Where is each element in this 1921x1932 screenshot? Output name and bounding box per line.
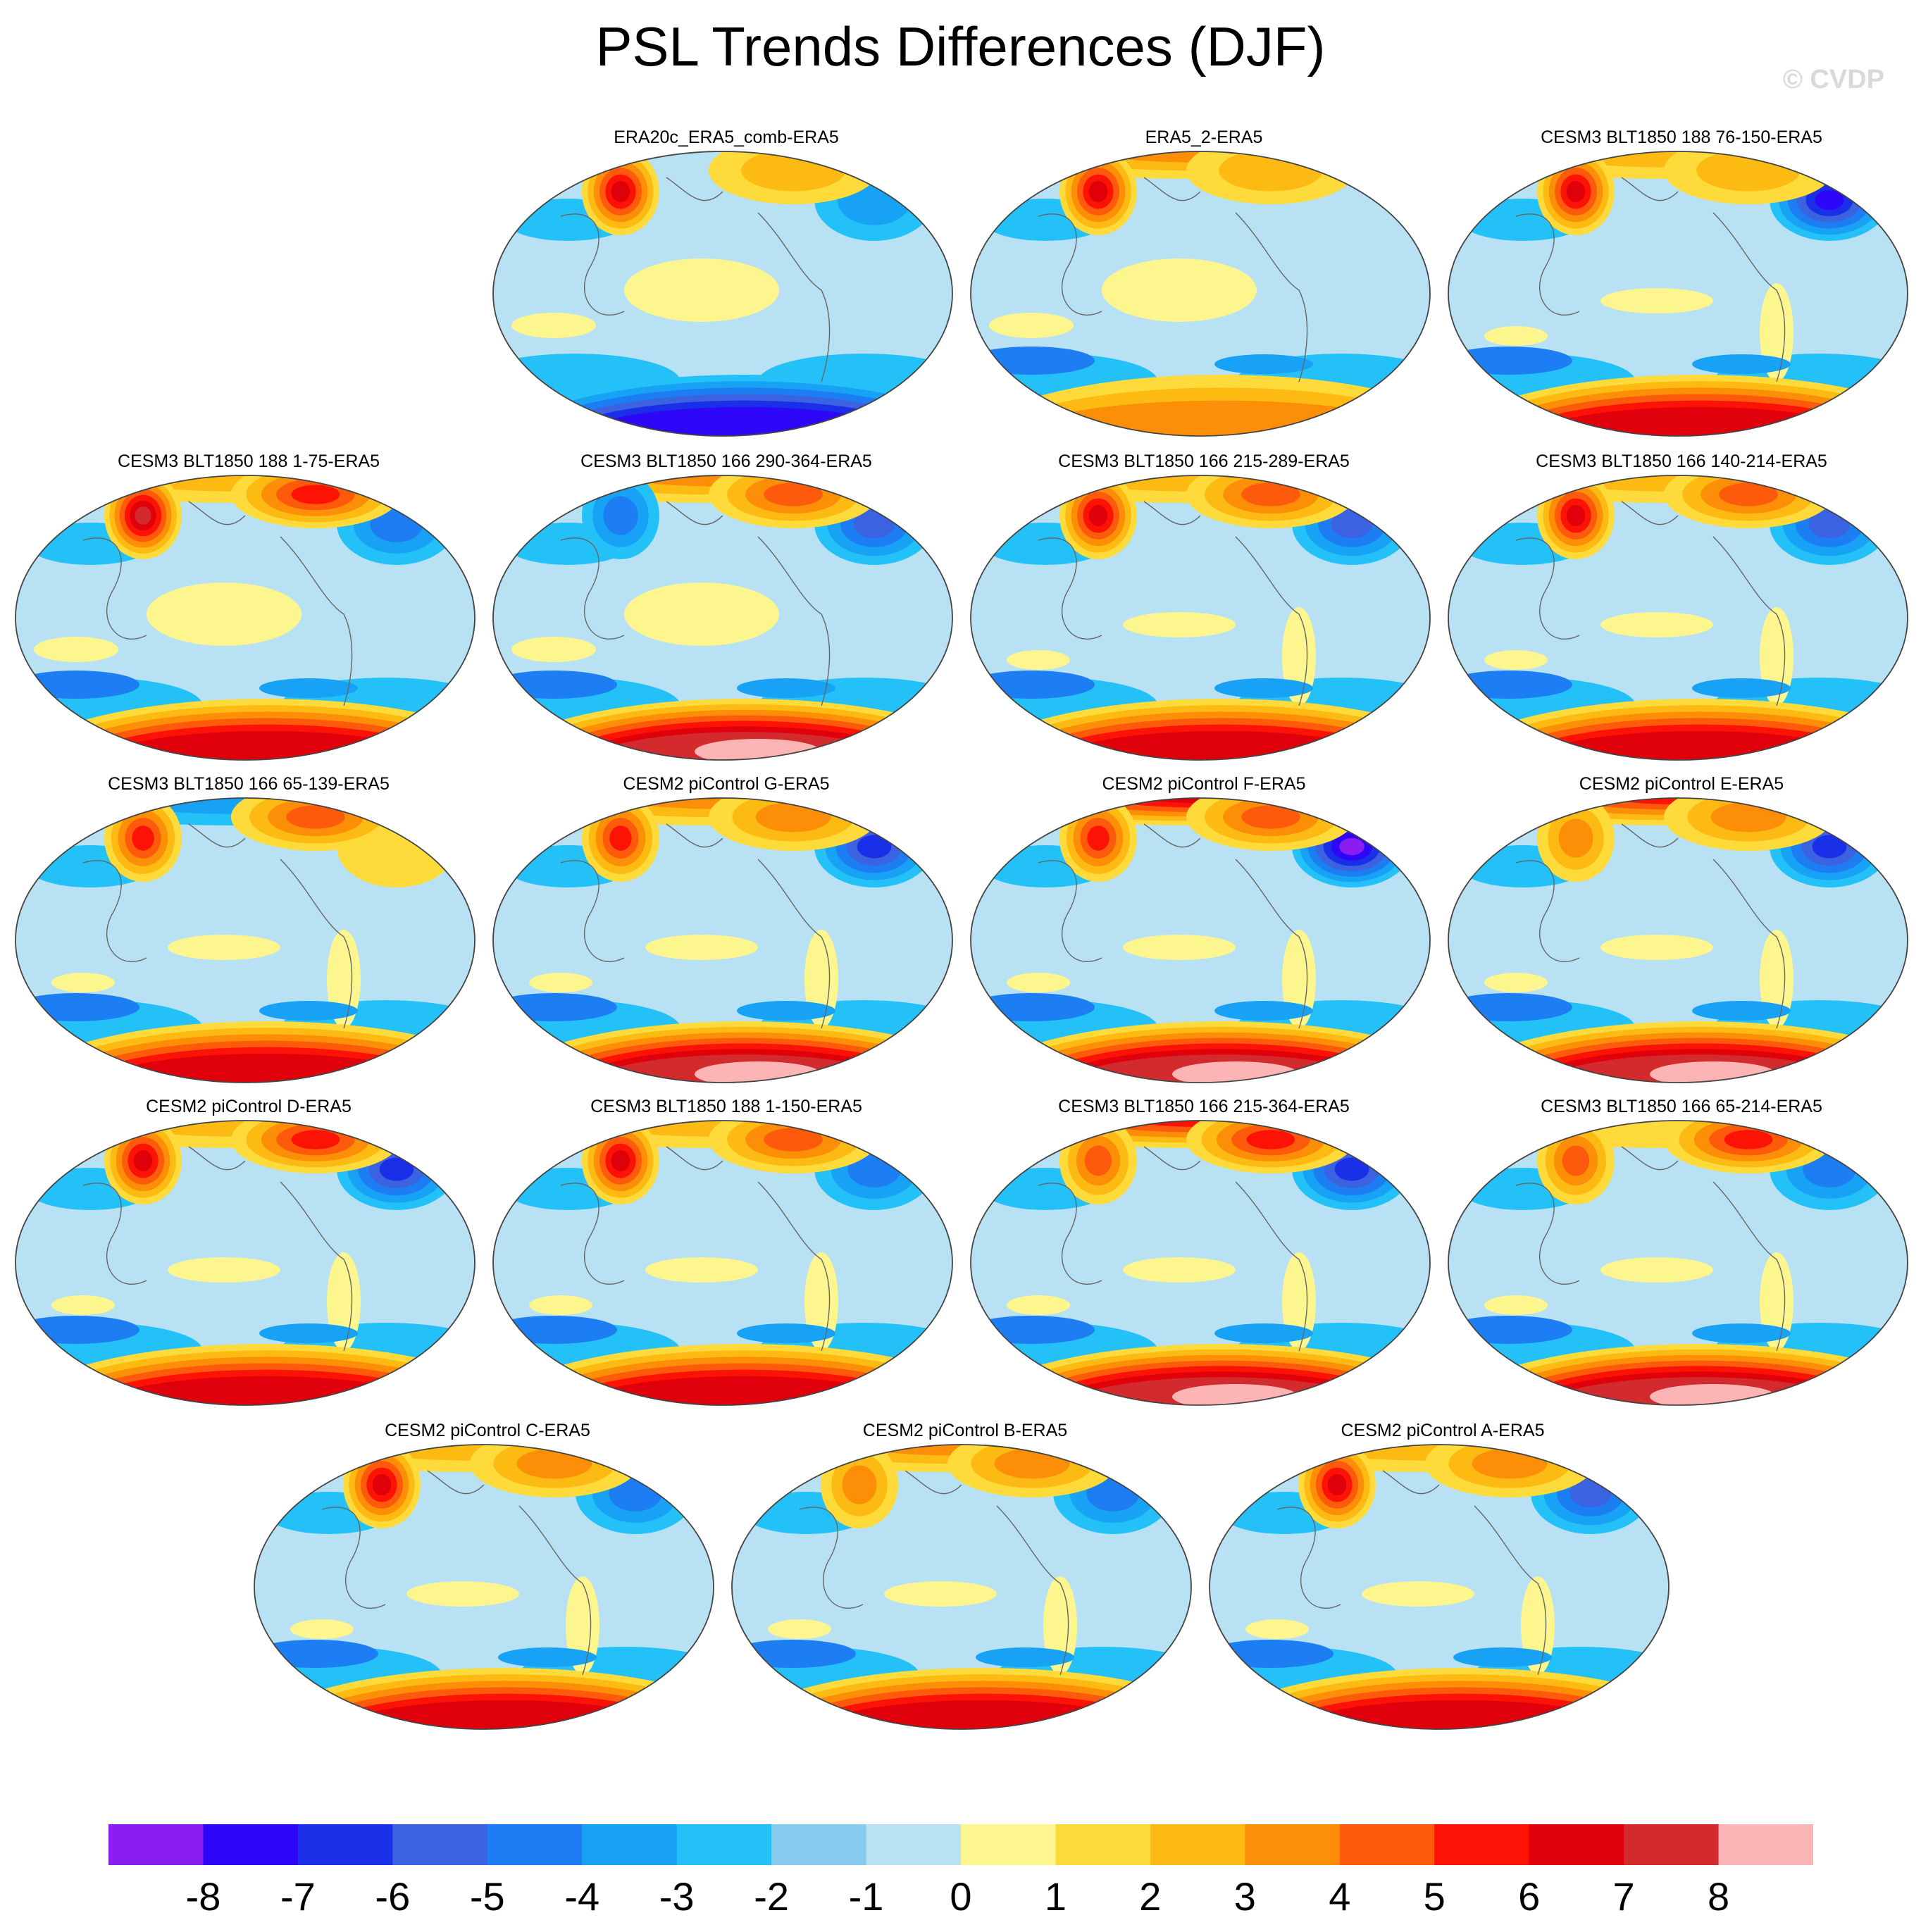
map-panel: CESM3 BLT1850 166 65-139-ERA5 xyxy=(13,773,485,1090)
map-panels-grid: ERA20c_ERA5_comb-ERA5 ERA5_2-ERA5 CESM3 BL… xyxy=(13,127,1917,1737)
colorbar-swatch xyxy=(1245,1824,1341,1865)
colorbar-swatch xyxy=(1624,1824,1720,1865)
map-panel: CESM2 piControl C-ERA5 xyxy=(251,1420,723,1737)
map-panel: CESM3 BLT1850 166 290-364-ERA5 xyxy=(490,451,962,768)
colorbar-swatch xyxy=(1434,1824,1530,1865)
map-panel: CESM2 piControl A-ERA5 xyxy=(1207,1420,1679,1737)
panel-title: CESM2 piControl D-ERA5 xyxy=(146,1097,352,1116)
colorbar-swatch xyxy=(1339,1824,1435,1865)
robinson-map xyxy=(15,1120,475,1406)
map-panel: ERA5_2-ERA5 xyxy=(968,127,1440,444)
colorbar-tick-label: -4 xyxy=(564,1874,600,1919)
colorbar-swatch xyxy=(1529,1824,1624,1865)
panel-title: CESM2 piControl B-ERA5 xyxy=(862,1421,1068,1440)
colorbar-tick-label: 4 xyxy=(1329,1874,1351,1919)
figure-title: PSL Trends Differences (DJF) xyxy=(595,15,1326,77)
colorbar-tick-label: 2 xyxy=(1139,1874,1162,1919)
colorbar-tick-label: 7 xyxy=(1612,1874,1635,1919)
colorbar-tick-label: -6 xyxy=(375,1874,411,1919)
panel-title: CESM3 BLT1850 188 1-75-ERA5 xyxy=(118,451,380,471)
robinson-map xyxy=(492,1120,953,1406)
panel-title: CESM3 BLT1850 166 290-364-ERA5 xyxy=(580,451,872,471)
panel-title: CESM3 BLT1850 166 140-214-ERA5 xyxy=(1536,451,1827,471)
colorbar-tick-labels: -8 -7 -6 -5 -4 -3 -2 -1 0 1 2 3 4 5 6 7 8 xyxy=(0,1874,1921,1923)
map-panel: CESM3 BLT1850 188 1-75-ERA5 xyxy=(13,451,485,768)
map-panel: CESM2 piControl B-ERA5 xyxy=(729,1420,1201,1737)
watermark: © CVDP xyxy=(1782,65,1884,94)
colorbar-tick-label: -8 xyxy=(185,1874,221,1919)
colorbar-tick-label: -7 xyxy=(280,1874,316,1919)
panel-title: CESM3 BLT1850 166 65-139-ERA5 xyxy=(108,774,390,794)
colorbar-swatch xyxy=(771,1824,867,1865)
panel-title: CESM3 BLT1850 188 76-150-ERA5 xyxy=(1541,127,1822,147)
robinson-map xyxy=(1209,1444,1670,1730)
colorbar-swatch xyxy=(1718,1824,1813,1865)
colorbar-swatch xyxy=(582,1824,678,1865)
colorbar-tick-label: 3 xyxy=(1233,1874,1256,1919)
colorbar-swatch xyxy=(676,1824,772,1865)
map-panel: CESM2 piControl D-ERA5 xyxy=(13,1096,485,1413)
map-panel: CESM2 piControl E-ERA5 xyxy=(1446,773,1917,1090)
colorbar-swatch xyxy=(392,1824,488,1865)
map-panel: CESM3 BLT1850 166 65-214-ERA5 xyxy=(1446,1096,1917,1413)
map-panel: CESM3 BLT1850 166 140-214-ERA5 xyxy=(1446,451,1917,768)
map-panel: CESM3 BLT1850 166 215-364-ERA5 xyxy=(968,1096,1440,1413)
robinson-map xyxy=(254,1444,714,1730)
panel-title: CESM2 piControl F-ERA5 xyxy=(1102,774,1306,794)
colorbar-tick-label: -1 xyxy=(848,1874,884,1919)
robinson-map xyxy=(731,1444,1192,1730)
robinson-map xyxy=(492,475,953,761)
colorbar-tick-label: 1 xyxy=(1044,1874,1067,1919)
colorbar-swatch xyxy=(1055,1824,1151,1865)
robinson-map xyxy=(492,797,953,1083)
robinson-map xyxy=(970,797,1431,1083)
robinson-map xyxy=(492,151,953,437)
robinson-map xyxy=(1448,151,1908,437)
panel-title: CESM3 BLT1850 166 215-289-ERA5 xyxy=(1058,451,1350,471)
panel-title: ERA5_2-ERA5 xyxy=(1145,127,1263,147)
colorbar-tick-label: -2 xyxy=(754,1874,790,1919)
map-panel: CESM3 BLT1850 188 76-150-ERA5 xyxy=(1446,127,1917,444)
robinson-map xyxy=(1448,475,1908,761)
robinson-map xyxy=(15,475,475,761)
panel-title: CESM2 piControl E-ERA5 xyxy=(1579,774,1784,794)
colorbar-tick-label: -3 xyxy=(659,1874,695,1919)
colorbar-swatch xyxy=(203,1824,299,1865)
colorbar-swatch xyxy=(866,1824,962,1865)
colorbar-swatch xyxy=(1150,1824,1245,1865)
panel-title: ERA20c_ERA5_comb-ERA5 xyxy=(614,127,839,147)
panel-title: CESM2 piControl G-ERA5 xyxy=(623,774,830,794)
panel-title: CESM3 BLT1850 166 65-214-ERA5 xyxy=(1541,1097,1822,1116)
map-panel: CESM3 BLT1850 166 215-289-ERA5 xyxy=(968,451,1440,768)
colorbar-tick-label: 6 xyxy=(1518,1874,1541,1919)
colorbar-tick-label: 5 xyxy=(1423,1874,1446,1919)
colorbar-swatch xyxy=(108,1824,204,1865)
robinson-map xyxy=(1448,797,1908,1083)
map-panel: ERA20c_ERA5_comb-ERA5 xyxy=(490,127,962,444)
panel-title: CESM3 BLT1850 166 215-364-ERA5 xyxy=(1058,1097,1350,1116)
colorbar xyxy=(108,1824,1813,1865)
colorbar-tick-label: -5 xyxy=(469,1874,505,1919)
robinson-map xyxy=(970,475,1431,761)
robinson-map xyxy=(970,1120,1431,1406)
colorbar-tick-label: 8 xyxy=(1707,1874,1730,1919)
panel-title: CESM2 piControl A-ERA5 xyxy=(1341,1421,1545,1440)
colorbar-swatch xyxy=(297,1824,393,1865)
map-panel: CESM3 BLT1850 188 1-150-ERA5 xyxy=(490,1096,962,1413)
robinson-map xyxy=(970,151,1431,437)
map-panel: CESM2 piControl F-ERA5 xyxy=(968,773,1440,1090)
map-panel: CESM2 piControl G-ERA5 xyxy=(490,773,962,1090)
robinson-map xyxy=(1448,1120,1908,1406)
colorbar-tick-label: 0 xyxy=(950,1874,972,1919)
panel-title: CESM2 piControl C-ERA5 xyxy=(385,1421,590,1440)
colorbar-swatch xyxy=(961,1824,1056,1865)
colorbar-swatch xyxy=(487,1824,583,1865)
panel-title: CESM3 BLT1850 188 1-150-ERA5 xyxy=(590,1097,862,1116)
robinson-map xyxy=(15,797,475,1083)
